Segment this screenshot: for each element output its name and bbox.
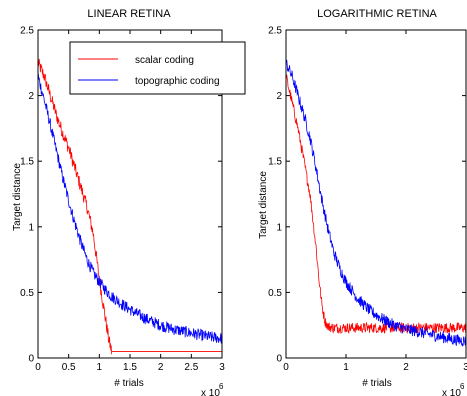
y-axis-label: Target distance [258, 171, 269, 239]
x-tick-label: 3 [463, 362, 467, 373]
y-tick-label: 1.5 [268, 157, 282, 168]
x-exponent-power: 6 [460, 382, 465, 391]
x-tick-label: 1 [97, 362, 103, 373]
panel-logarithmic-retina: LOGARITHMIC RETINA Target distance # tri… [258, 8, 467, 396]
x-tick-label: 2 [403, 362, 409, 373]
y-tick-label: 0 [276, 354, 282, 365]
y-tick-label: 0.5 [20, 288, 34, 299]
x-tick-label: 0 [35, 362, 41, 373]
y-tick-label: 1 [28, 222, 34, 233]
series-line [285, 59, 467, 348]
legend-label-scalar: scalar coding [135, 55, 194, 66]
x-tick-label: 1.5 [123, 362, 137, 373]
x-exponent-label: x 10 [201, 388, 220, 396]
y-tick-label: 2 [28, 91, 34, 102]
legend-label-topographic: topographic coding [135, 76, 220, 87]
y-tick-label: 2.5 [268, 26, 282, 37]
legend: scalar coding topographic coding [69, 41, 246, 95]
y-tick-label: 1 [276, 222, 282, 233]
plot-frame [37, 29, 223, 359]
x-tick-label: 2.5 [184, 362, 198, 373]
legend-box [69, 41, 246, 95]
y-tick-label: 2.5 [20, 26, 34, 37]
series-line [37, 73, 223, 344]
x-tick-label: 0 [283, 362, 289, 373]
y-tick-label: 0.5 [268, 288, 282, 299]
series-group [37, 58, 223, 355]
x-axis-label: # trials [114, 378, 143, 389]
y-tick-label: 2 [276, 91, 282, 102]
x-tick-label: 3 [219, 362, 225, 373]
x-tick-label: 2 [158, 362, 164, 373]
y-tick-label: 0 [28, 354, 34, 365]
y-axis-label: Target distance [12, 163, 23, 231]
x-tick-label: 0.5 [62, 362, 76, 373]
plot-frame [285, 29, 467, 359]
y-tick-label: 1.5 [20, 157, 34, 168]
panel-linear-retina: LINEAR RETINA Target distance # trials x… [12, 8, 246, 396]
x-axis-label: # trials [362, 378, 391, 389]
chart-title: LINEAR RETINA [87, 8, 171, 20]
x-tick-label: 1 [343, 362, 349, 373]
x-exponent-label: x 10 [442, 388, 461, 396]
series-line [285, 74, 467, 335]
chart-title: LOGARITHMIC RETINA [317, 8, 437, 20]
series-group [285, 59, 467, 348]
x-exponent-power: 6 [219, 382, 224, 391]
